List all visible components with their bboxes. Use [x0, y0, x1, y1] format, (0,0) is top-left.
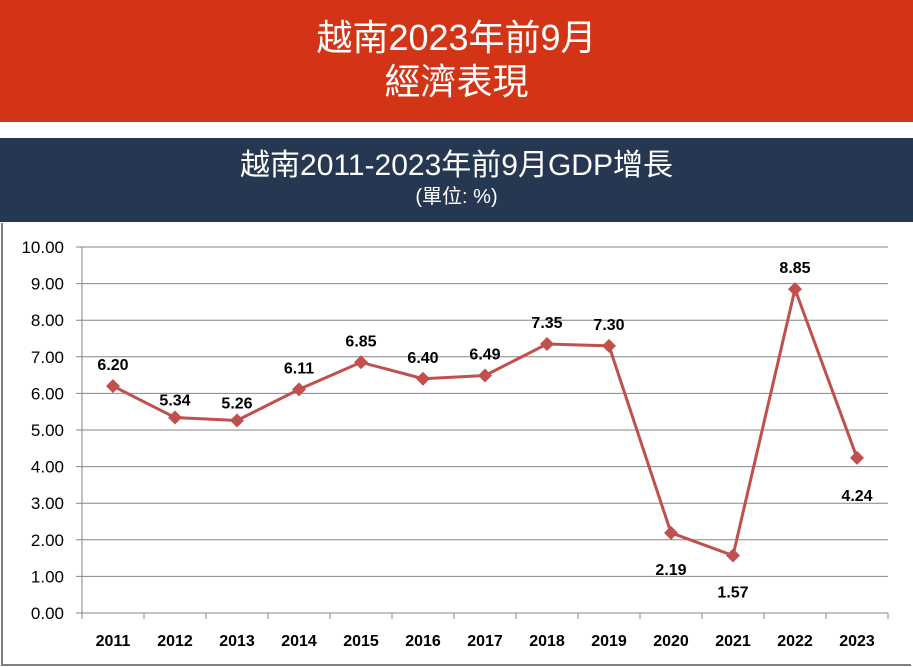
y-tick-label: 2.00 [31, 531, 64, 550]
data-point-marker [230, 413, 244, 428]
data-point-marker [416, 371, 430, 386]
data-label: 8.85 [779, 260, 810, 277]
x-tick-label: 2019 [591, 633, 627, 650]
x-tick-label: 2021 [715, 633, 751, 650]
data-point-marker [478, 368, 492, 383]
data-point-marker [788, 282, 802, 297]
x-tick-label: 2015 [343, 633, 379, 650]
x-tick-label: 2014 [281, 633, 317, 650]
data-point-marker [106, 379, 120, 394]
data-label: 7.35 [531, 315, 562, 332]
x-tick-label: 2012 [157, 633, 193, 650]
x-tick-label: 2023 [839, 633, 875, 650]
y-tick-label: 5.00 [31, 421, 64, 440]
data-label: 6.49 [469, 346, 500, 363]
data-point-marker [726, 548, 740, 563]
y-tick-label: 6.00 [31, 384, 64, 403]
y-tick-label: 9.00 [31, 275, 64, 294]
data-point-marker [292, 382, 306, 397]
y-tick-label: 4.00 [31, 458, 64, 477]
y-tick-label: 3.00 [31, 494, 64, 513]
y-tick-label: 10.00 [21, 238, 64, 257]
y-tick-label: 0.00 [31, 604, 64, 623]
x-tick-label: 2020 [653, 633, 689, 650]
data-point-marker [540, 336, 554, 351]
x-tick-label: 2013 [219, 633, 255, 650]
banner-title-line2: 經濟表現 [384, 61, 529, 102]
data-label: 5.26 [221, 395, 252, 412]
data-label: 2.19 [655, 562, 686, 579]
data-label: 6.20 [97, 357, 128, 374]
data-point-marker [664, 525, 678, 540]
data-point-marker [602, 338, 616, 353]
chart-header: 越南2011-2023年前9月GDP增長 (單位: %) [0, 138, 913, 222]
x-tick-label: 2011 [96, 633, 131, 650]
data-label: 5.34 [159, 393, 190, 410]
series-line [112, 283, 859, 558]
chart-subtitle: (單位: %) [415, 186, 498, 208]
data-point-marker [850, 450, 864, 465]
chart-title: 越南2011-2023年前9月GDP增長 [240, 149, 673, 182]
data-point-marker [354, 355, 368, 370]
x-tick-label: 2017 [467, 633, 503, 650]
data-label: 6.40 [407, 350, 438, 367]
data-label: 4.24 [841, 488, 872, 505]
data-label: 6.85 [345, 333, 376, 350]
x-tick-label: 2016 [405, 633, 441, 650]
y-tick-label: 7.00 [31, 348, 64, 367]
banner-title-line1: 越南2023年前9月 [316, 17, 597, 58]
x-tick-label: 2018 [529, 633, 565, 650]
y-tick-label: 1.00 [31, 567, 64, 586]
x-tick-label: 2022 [777, 633, 813, 650]
title-banner: 越南2023年前9月 經濟表現 [0, 0, 913, 122]
data-label: 6.11 [284, 360, 314, 377]
data-point-marker [168, 410, 182, 425]
y-tick-label: 8.00 [31, 311, 64, 330]
chart-area [1, 223, 911, 666]
data-label: 7.30 [593, 317, 624, 334]
data-label: 1.57 [717, 585, 748, 602]
